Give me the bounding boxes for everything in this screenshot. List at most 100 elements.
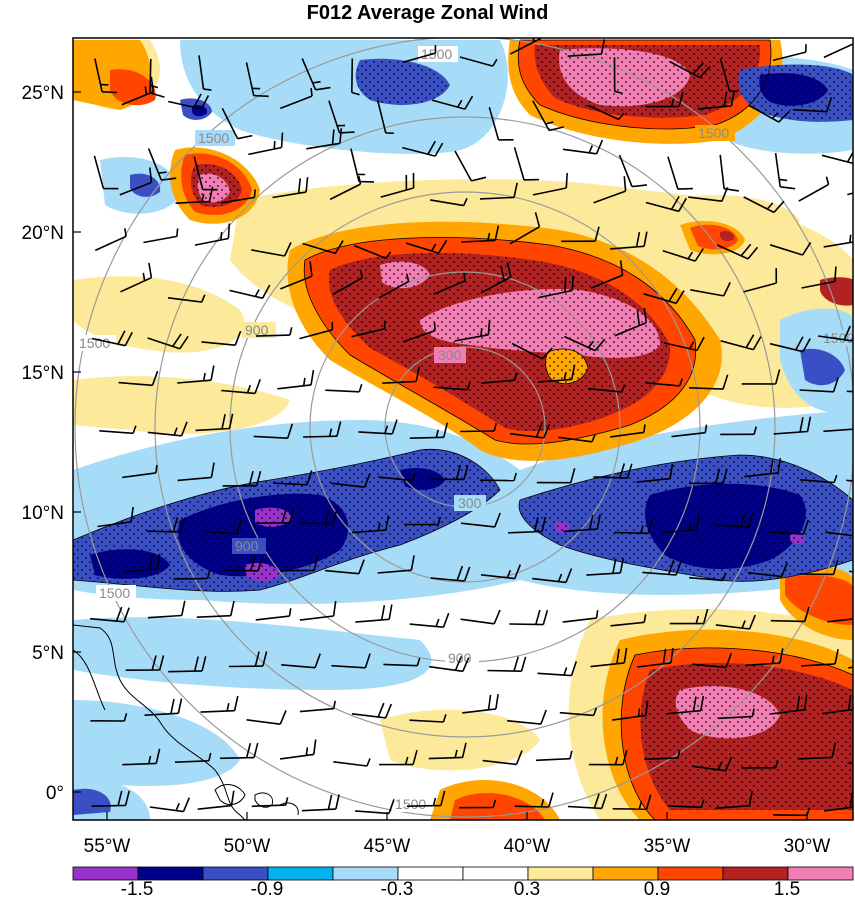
wind-barb-line	[208, 186, 214, 202]
wind-barb-line	[849, 234, 852, 243]
wind-barb-line	[358, 176, 362, 185]
wind-barb-line	[823, 428, 853, 433]
wind-barb-line	[172, 517, 179, 532]
wind-barb-line	[168, 100, 202, 110]
wind-barb-line	[334, 240, 344, 254]
wind-barb-line	[117, 790, 123, 806]
wind-barb-line	[412, 749, 418, 765]
wind-barb-line	[143, 235, 178, 244]
wind-barb-line	[181, 600, 186, 616]
wind-barb-line	[591, 434, 596, 443]
wind-barb-line	[279, 710, 287, 725]
ring-label: 300	[438, 347, 462, 363]
wind-barb-line	[596, 514, 601, 530]
wind-barb-line	[678, 378, 684, 387]
wind-barb-line	[773, 200, 785, 213]
ring-label: 900	[245, 322, 269, 338]
wind-barb-line	[273, 140, 276, 150]
lon-label: 35°W	[644, 836, 691, 857]
wind-barb-line	[587, 340, 595, 349]
wind-barb-line	[619, 260, 624, 276]
wind-barb-line	[227, 223, 231, 239]
wind-barb-line	[149, 167, 153, 183]
wind-barb-line	[722, 572, 727, 581]
wind-barb-line	[315, 86, 331, 91]
wind-barb-line	[590, 662, 625, 668]
wind-barb-line	[515, 750, 523, 765]
wind-barb-line	[466, 381, 471, 390]
lon-axis	[106, 812, 808, 820]
wind-barb-line	[93, 155, 105, 189]
wind-barb-line	[832, 377, 839, 393]
wind-barb-line	[224, 569, 259, 572]
wind-barb-line	[675, 560, 682, 576]
wind-barb-line	[695, 515, 700, 531]
wind-barb-line	[228, 413, 234, 429]
wind-barb-line	[716, 244, 749, 260]
wind-barb-line	[221, 389, 256, 395]
wind-barb-line	[173, 427, 178, 436]
wind-barb-line	[314, 653, 321, 668]
wind-barb-line	[678, 91, 684, 107]
wind-barb-line	[336, 421, 342, 437]
wind-barb-line	[201, 193, 205, 203]
wind-barb-line	[299, 707, 334, 713]
wind-barb-line	[433, 322, 436, 331]
wind-barb-line	[493, 609, 501, 625]
wind-barb-line	[704, 424, 708, 433]
wind-barb-line	[405, 242, 439, 254]
wind-barb-line	[506, 570, 512, 579]
wind-barb-line	[328, 428, 333, 437]
wind-barb-line	[197, 804, 232, 810]
wind-barb-line	[255, 615, 290, 621]
wind-barb-line	[124, 228, 127, 237]
wind-barb-line	[567, 53, 602, 57]
wind-barb-line	[619, 558, 625, 574]
wind-barb-line	[636, 477, 671, 483]
wind-barb-line	[571, 275, 574, 291]
wind-barb-line	[454, 150, 473, 182]
lat-label: 5°N	[32, 643, 64, 664]
wind-barb-line	[384, 425, 389, 434]
wind-barb-line	[542, 609, 549, 625]
wind-barb-line	[280, 275, 313, 290]
wind-barb-line	[180, 421, 188, 437]
wind-barb-line	[155, 464, 158, 474]
wind-barb-line	[834, 266, 837, 282]
wind-barb-line	[281, 508, 287, 524]
wind-barb-line	[221, 107, 239, 140]
wind-barb-line	[678, 197, 687, 212]
wind-barb-line	[210, 365, 215, 381]
wind-barb-line	[151, 370, 159, 386]
wind-barb-line	[677, 749, 681, 759]
wind-barb-line	[94, 235, 127, 252]
wind-barb-line	[514, 372, 518, 381]
wind-barb-line	[123, 568, 158, 573]
wind-barb-line	[741, 620, 746, 629]
wind-barb-line	[479, 196, 515, 200]
wind-barb-line	[456, 565, 464, 581]
wind-barb-line	[847, 695, 852, 711]
wind-barb-line	[302, 377, 306, 386]
wind-barb-line	[779, 178, 788, 182]
plot-frame	[72, 37, 854, 821]
wind-barb-line	[622, 749, 628, 765]
wind-barb-line	[332, 277, 363, 296]
wind-barb-line	[299, 615, 334, 621]
wind-barb-line	[305, 747, 309, 756]
wind-barb-line	[248, 471, 254, 486]
wind-barb-line	[312, 80, 321, 84]
lon-label: 55°W	[84, 836, 131, 857]
wind-barb-line	[487, 232, 491, 241]
wind-barb-line	[182, 797, 191, 812]
colorbar	[72, 866, 854, 881]
wind-barb-line	[717, 762, 723, 771]
ring-label: 1500	[823, 330, 854, 346]
wind-barb-line	[309, 261, 313, 277]
wind-barb-line	[487, 319, 491, 335]
wind-barb-line	[662, 648, 667, 664]
wind-barb-line	[537, 378, 572, 383]
wind-barb-line	[411, 472, 416, 481]
wind-barb-line	[200, 709, 235, 713]
wind-barb-line	[193, 156, 204, 190]
